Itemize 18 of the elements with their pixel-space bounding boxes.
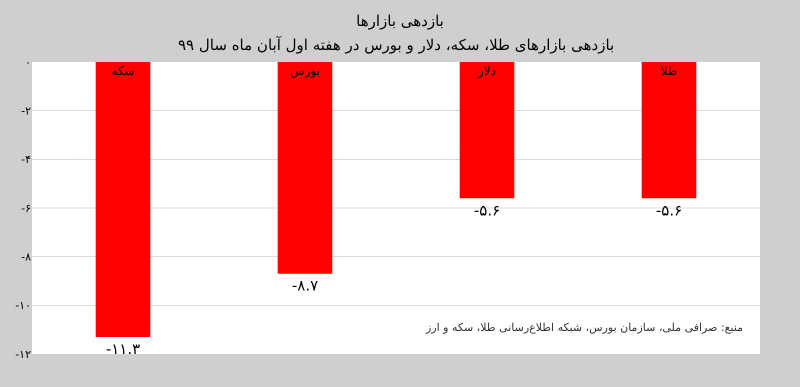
y-tick-label: -۴	[21, 153, 32, 166]
y-tick-label: -۶	[21, 202, 31, 215]
x-tick-label: سکه	[111, 64, 135, 78]
y-tick-label: ۰	[25, 56, 31, 69]
y-tick-label: -۲	[21, 104, 32, 118]
data-label: -۵.۶	[656, 201, 682, 220]
y-tick-label: -۱۰	[15, 299, 31, 312]
data-label: -۱۱.۳	[106, 340, 140, 358]
chart-subtitle: بازدهی بازارهای طلا، سکه، دلار و بورس در هفته اول آبان ماه سال ۹۹	[178, 35, 614, 54]
chart-title: بازدهی بازارها	[356, 12, 444, 30]
y-tick-label: -۱۲	[15, 348, 32, 361]
x-tick-label: بورس	[290, 64, 320, 78]
data-label: -۵.۶	[474, 201, 500, 220]
annotation: منبع: صرافی ملی، سازمان بورس، شبکه اطلاع‌رسانی طلا، سکه و ارز	[425, 321, 744, 334]
x-tick-label: دلار	[477, 64, 496, 78]
data-label: -۸.۷	[292, 276, 318, 295]
x-tick-label: طلا	[660, 64, 678, 78]
y-tick-label: -۸	[21, 250, 32, 264]
